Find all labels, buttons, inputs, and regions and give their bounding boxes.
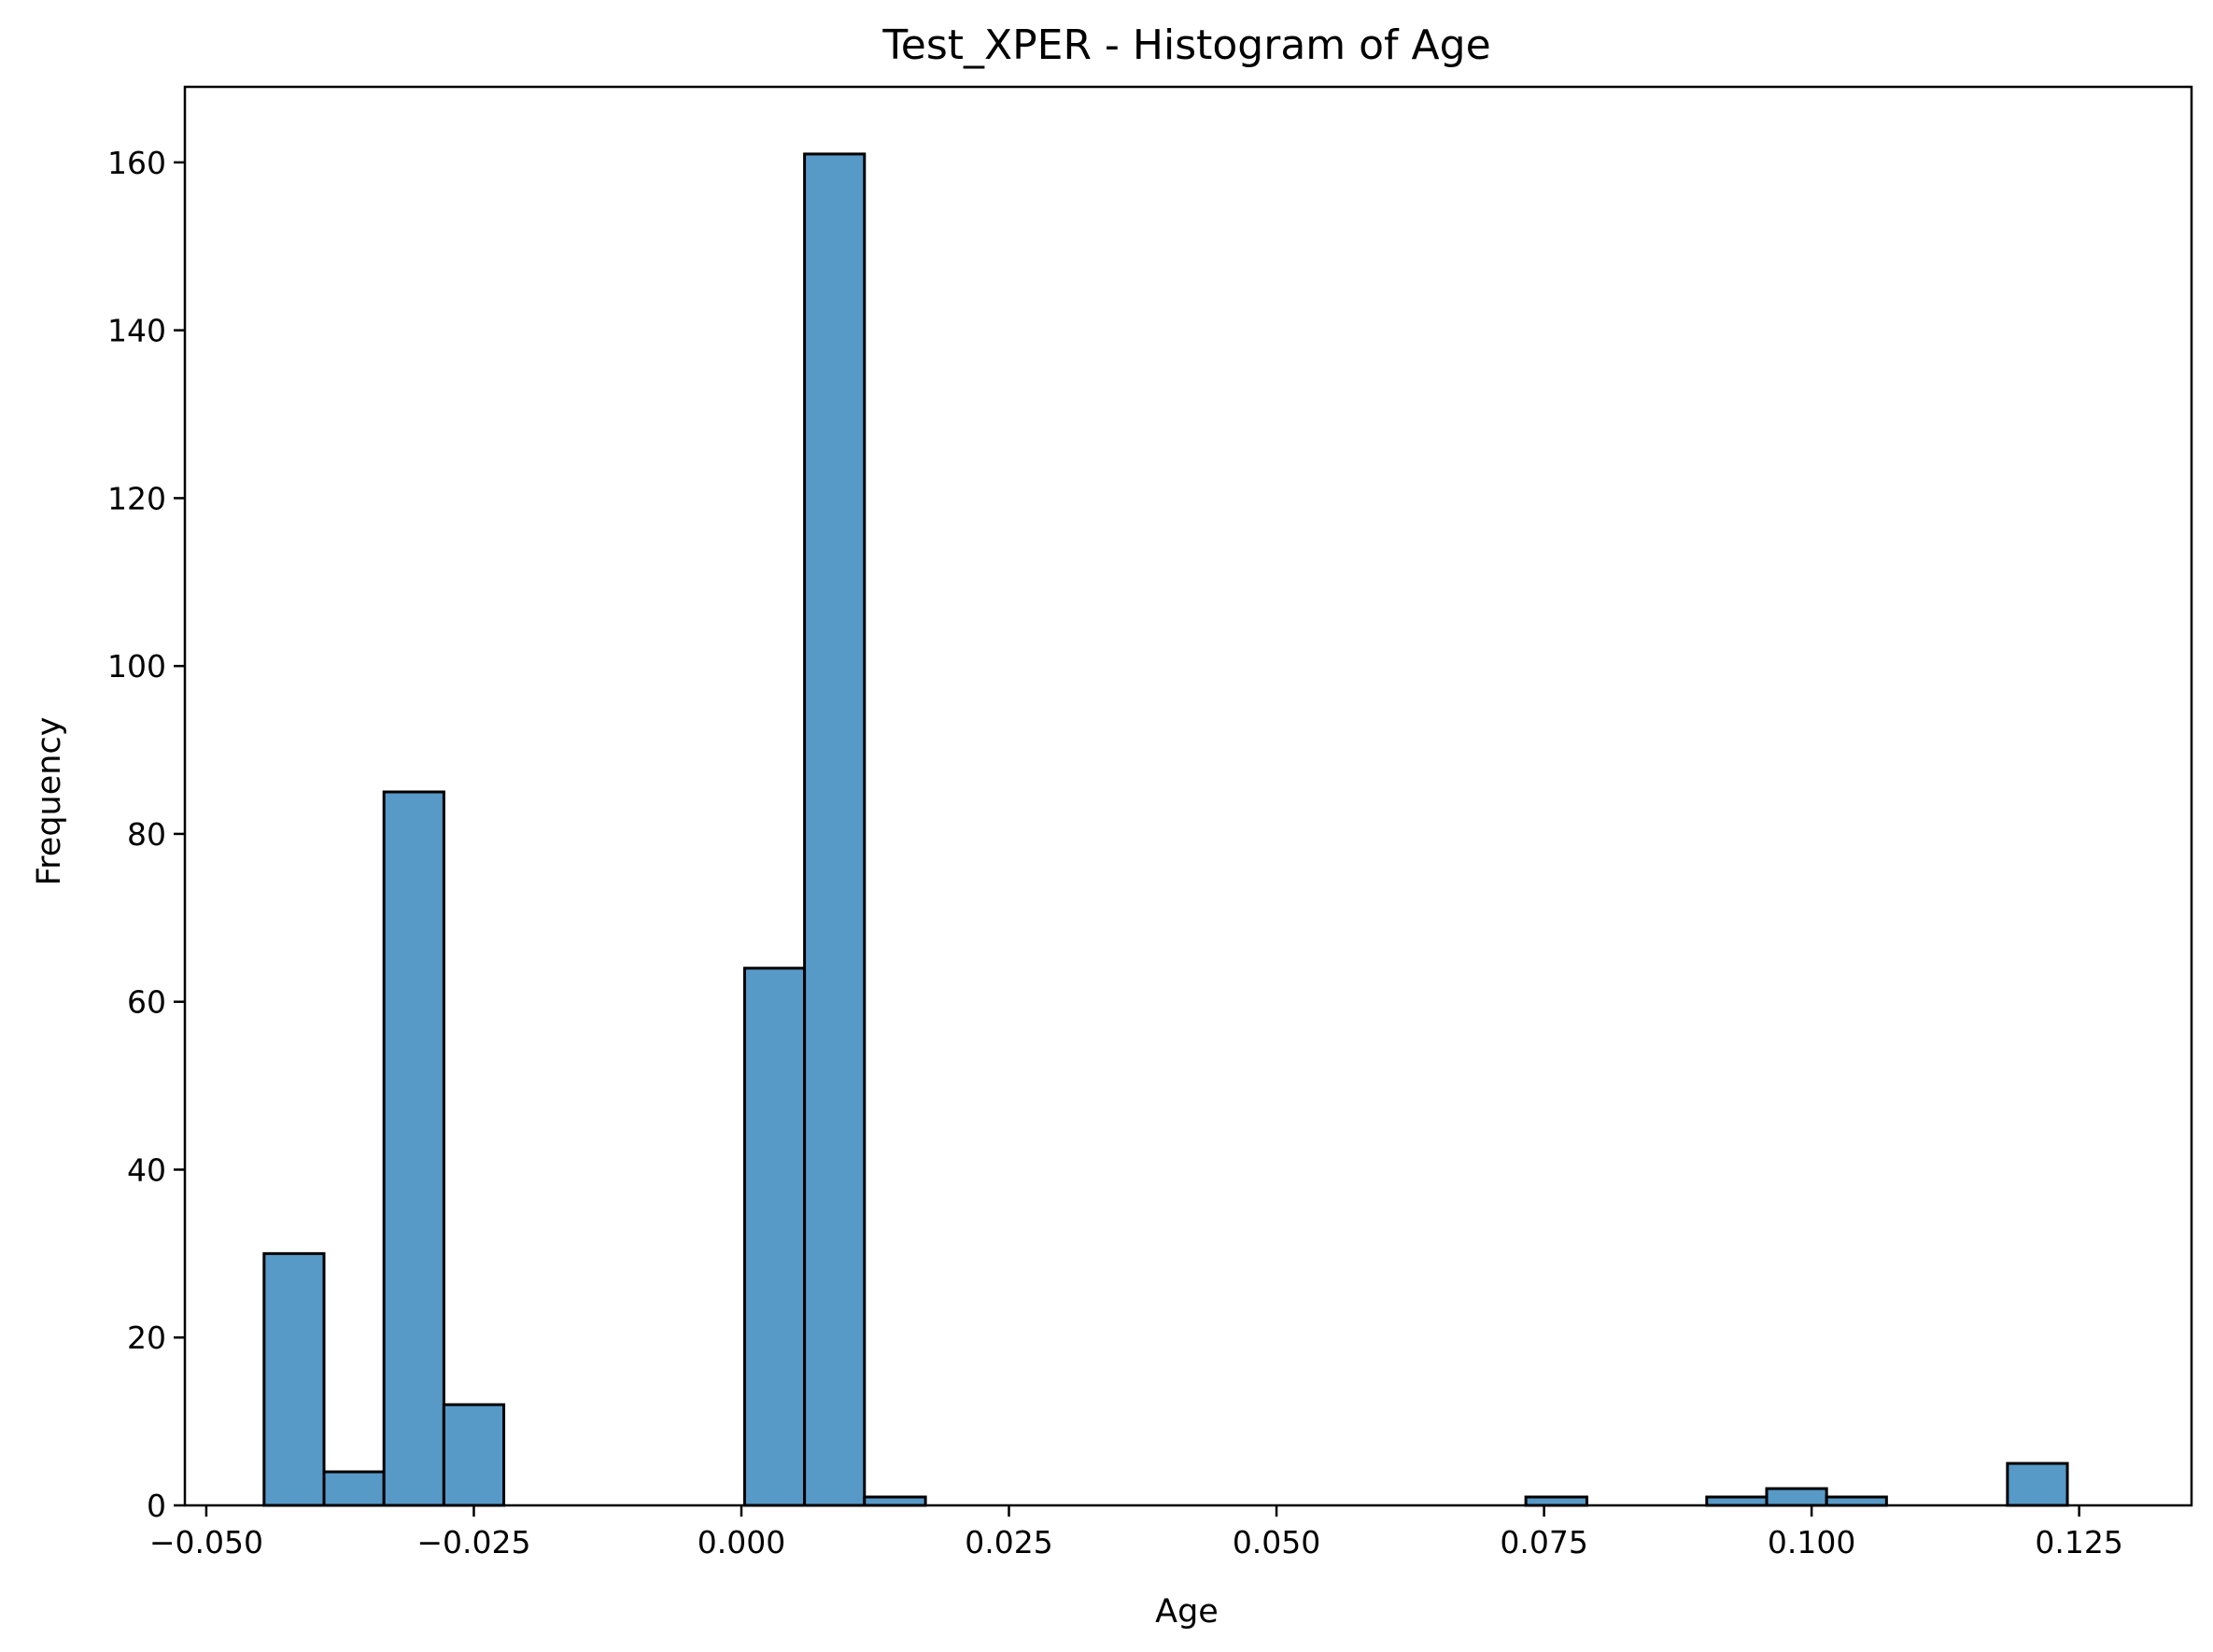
histogram-bar	[2006, 1461, 2069, 1507]
y-tick-label: 40	[127, 1151, 166, 1188]
x-tick-label: 0.025	[965, 1524, 1052, 1560]
histogram-bar	[1524, 1495, 1588, 1507]
histogram-bar	[322, 1470, 386, 1507]
y-axis-label: Frequency	[31, 717, 68, 886]
x-tick-label: −0.025	[416, 1524, 530, 1560]
plot-frame	[183, 85, 2193, 1507]
histogram-bar	[1825, 1495, 1888, 1507]
histogram-bar	[803, 152, 867, 1507]
y-tick-label: 100	[107, 648, 166, 685]
histogram-bar	[1765, 1487, 1828, 1507]
y-tick-label: 120	[107, 480, 166, 516]
y-tick-label: 160	[107, 145, 166, 181]
y-tick-label: 20	[127, 1320, 166, 1356]
x-tick-label: 0.125	[2035, 1524, 2122, 1560]
x-tick-label: 0.100	[1768, 1524, 1855, 1560]
x-tick-label: 0.000	[698, 1524, 785, 1560]
y-tick-label: 140	[107, 313, 166, 349]
y-tick-label: 80	[127, 816, 166, 853]
histogram-bar	[1705, 1495, 1769, 1507]
y-axis-ticks: 0 20 40 60 80 100 120 140 160	[107, 145, 185, 1524]
histogram-bar	[382, 790, 445, 1507]
histogram-bar	[442, 1403, 506, 1507]
y-tick-label: 60	[127, 984, 166, 1021]
x-tick-label: 0.075	[1500, 1524, 1587, 1560]
histogram-bar	[742, 967, 807, 1507]
y-tick-label: 0	[147, 1488, 166, 1524]
histogram-bar	[262, 1251, 326, 1507]
bars-group	[262, 152, 2069, 1507]
x-tick-label: 0.050	[1233, 1524, 1320, 1560]
x-axis-ticks: −0.050 −0.025 0.000 0.025 0.050 0.075 0.100 0.1…	[149, 1505, 2123, 1560]
x-tick-label: −0.050	[149, 1524, 263, 1560]
histogram-bar	[863, 1495, 927, 1507]
chart-title: Test_XPER - Histogram of Age	[881, 21, 1490, 69]
x-axis-label: Age	[1155, 1593, 1219, 1631]
